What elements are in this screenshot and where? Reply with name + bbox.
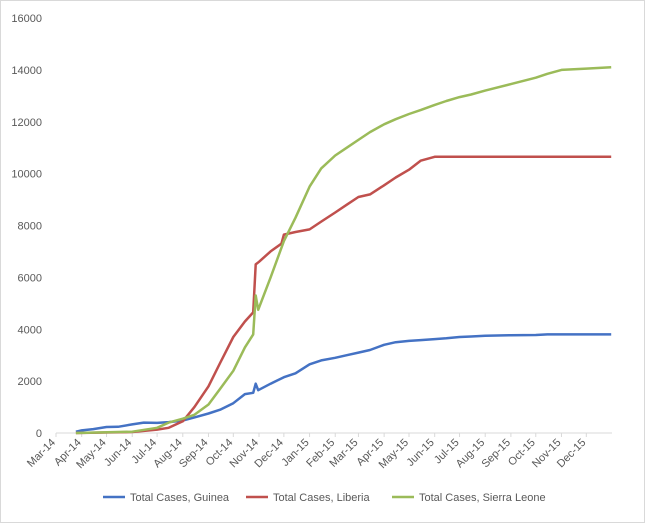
x-tick-label: Sep-15	[479, 437, 513, 471]
y-tick-label: 0	[36, 428, 42, 440]
series-line-3	[75, 66, 612, 435]
y-tick-label: 8000	[18, 221, 42, 233]
y-tick-label: 12000	[11, 117, 42, 129]
x-tick-label: Jun-15	[405, 437, 437, 469]
y-tick-label: 2000	[18, 376, 42, 388]
y-tick-label: 10000	[11, 169, 42, 181]
y-tick-label: 16000	[11, 13, 42, 25]
legend: Total Cases, Guinea Total Cases, Liberia T…	[103, 492, 546, 504]
series-line-2	[75, 155, 612, 435]
series-line-1	[75, 333, 612, 433]
legend-label-3: Total Cases, Sierra Leone	[419, 492, 546, 504]
series-lines	[75, 66, 612, 435]
x-tick-labels: Mar-14Apr-14May-14Jun-14Jul-14Aug-14Sep-…	[25, 433, 588, 471]
y-tick-label: 6000	[18, 272, 42, 284]
y-tick-labels: 0 2000 4000 6000 8000 10000 12000 14000 16000	[11, 13, 42, 440]
legend-label-1: Total Cases, Guinea	[130, 492, 230, 504]
legend-label-2: Total Cases, Liberia	[273, 492, 370, 504]
x-tick-label: Mar-14	[25, 437, 58, 470]
y-tick-label: 14000	[11, 65, 42, 77]
x-tick-label: Sep-14	[177, 437, 211, 471]
x-tick-label: Jun-14	[102, 437, 134, 469]
y-tick-label: 4000	[18, 324, 42, 336]
